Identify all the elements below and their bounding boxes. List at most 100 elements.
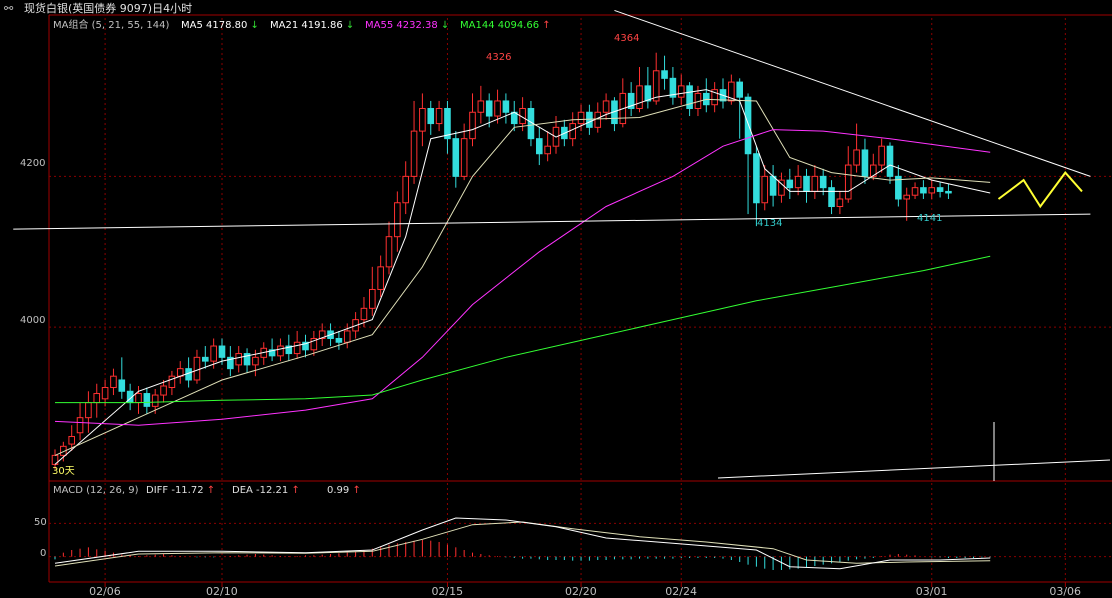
candle-body <box>753 153 760 204</box>
candle <box>627 82 635 117</box>
macd-legend: MACD (12, 26, 9) DIFF -11.72 ↑ DEA -12.2… <box>53 485 361 496</box>
forecast-arrow <box>997 171 1083 209</box>
candle <box>101 379 109 407</box>
candle-body <box>160 385 167 396</box>
candle-body <box>870 164 877 177</box>
candle <box>235 346 242 373</box>
candle <box>318 323 326 347</box>
candle <box>928 180 936 199</box>
candle-body <box>786 179 794 189</box>
candle-body <box>811 175 819 192</box>
candle-body <box>369 288 376 309</box>
trend-arrow-icon: ↑ <box>291 485 299 496</box>
candle-body <box>293 341 301 355</box>
candle-body <box>569 123 577 140</box>
candle <box>728 74 735 105</box>
link-icon[interactable]: ⚯ <box>4 2 14 15</box>
trend-arrow-icon: ↑ <box>542 20 550 31</box>
candle-body <box>343 330 351 343</box>
candle <box>794 165 802 196</box>
candle-body <box>227 356 234 370</box>
macd-tick-50: 50 <box>34 517 47 528</box>
candle <box>686 82 693 117</box>
candle-body <box>427 107 435 125</box>
ma-line-ma144 <box>55 255 991 404</box>
candle-body <box>460 138 468 177</box>
candle <box>302 334 309 358</box>
candle <box>661 55 668 90</box>
candle <box>68 425 76 451</box>
candle-body <box>686 85 693 109</box>
candle <box>778 172 785 203</box>
candle <box>911 182 919 199</box>
candle-body <box>151 394 159 407</box>
price-annotations: 4326 4364 4134 4141 30天 <box>52 33 942 477</box>
candle <box>427 100 435 135</box>
candle-body <box>494 100 501 117</box>
time-axis: 02/06 02/10 02/15 02/20 02/24 03/01 03/06 <box>89 582 1081 598</box>
forecast-zigzag <box>997 171 1083 209</box>
candle-body <box>644 85 652 102</box>
candle-body <box>110 375 117 389</box>
candle <box>369 266 376 316</box>
macd-tick-0: 0 <box>40 548 46 559</box>
candle <box>76 402 84 441</box>
macd-chart <box>54 517 991 570</box>
candle <box>711 82 718 113</box>
annotation-4326: 4326 <box>486 52 511 63</box>
candle <box>218 338 226 365</box>
period-label: 30天 <box>52 466 75 477</box>
candle <box>477 85 485 124</box>
candle-body <box>711 89 718 106</box>
candle-body <box>435 107 443 125</box>
trend-line <box>13 213 1091 230</box>
candle <box>836 191 844 215</box>
candle-body <box>761 175 769 204</box>
candle <box>444 100 451 154</box>
candle-body <box>268 349 276 357</box>
candle <box>602 93 610 120</box>
candle <box>744 93 752 215</box>
candle-body <box>235 353 242 366</box>
trend-arrow-icon: ↓ <box>441 20 449 31</box>
window-title: 现货白银(英国债券 9097)日4小时 <box>24 1 192 15</box>
candle <box>853 123 860 173</box>
candle <box>227 346 234 377</box>
candle-body <box>335 337 343 343</box>
candle <box>669 67 677 105</box>
candle-body <box>844 164 852 200</box>
candle <box>485 93 493 128</box>
candle-body <box>410 130 418 177</box>
candle-body <box>68 436 76 445</box>
candle-body <box>828 187 835 208</box>
candle-body <box>143 393 151 407</box>
candle <box>385 221 393 275</box>
candle-body <box>218 345 226 358</box>
candle <box>644 67 652 109</box>
trend-arrow-icon: ↑ <box>207 485 215 496</box>
candle-body <box>886 145 894 177</box>
candle <box>895 165 902 207</box>
candle <box>460 123 468 181</box>
candle-body <box>769 175 777 196</box>
candle-body <box>911 187 919 196</box>
candle-body <box>135 393 142 404</box>
candle <box>920 180 927 199</box>
candle-body <box>302 341 309 351</box>
candle-body <box>544 145 551 155</box>
candle <box>652 52 660 105</box>
candle <box>402 161 409 215</box>
candle <box>410 100 418 184</box>
candle <box>160 379 167 403</box>
candle-body <box>778 179 785 196</box>
candle-body <box>945 190 952 194</box>
candle <box>335 330 343 350</box>
price-tick-4000: 4000 <box>20 315 45 326</box>
candle-body <box>85 402 92 419</box>
candle-body <box>636 85 643 109</box>
annotation-4134: 4134 <box>757 218 782 229</box>
candle-body <box>861 149 869 177</box>
macd-axis: 50 0 <box>34 517 47 559</box>
candle-body <box>394 202 401 238</box>
candle <box>544 131 551 162</box>
